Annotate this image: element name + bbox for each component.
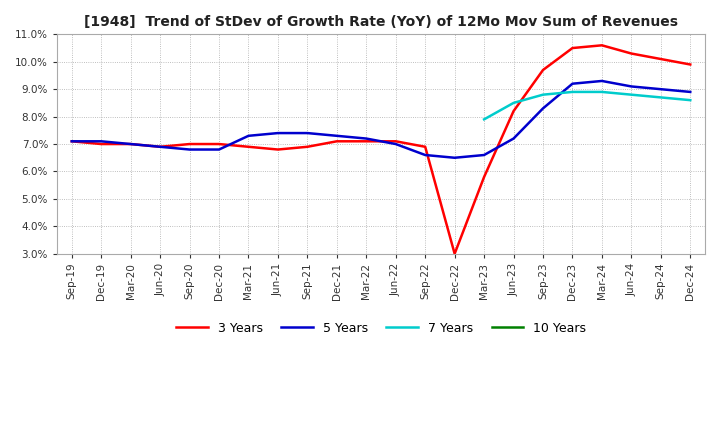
5 Years (126, 141, 135, 147)
7 Years (509, 100, 518, 106)
5 Years (215, 147, 223, 152)
Legend: 3 Years, 5 Years, 7 Years, 10 Years: 3 Years, 5 Years, 7 Years, 10 Years (171, 317, 591, 340)
5 Years (156, 144, 164, 150)
3 Years (421, 144, 430, 150)
5 Years (421, 152, 430, 158)
5 Years (539, 106, 547, 111)
3 Years (244, 144, 253, 150)
3 Years (627, 51, 636, 56)
3 Years (686, 62, 695, 67)
5 Years (244, 133, 253, 139)
Line: 7 Years: 7 Years (484, 92, 690, 119)
3 Years (274, 147, 282, 152)
3 Years (97, 141, 106, 147)
Title: [1948]  Trend of StDev of Growth Rate (YoY) of 12Mo Mov Sum of Revenues: [1948] Trend of StDev of Growth Rate (Yo… (84, 15, 678, 29)
5 Years (185, 147, 194, 152)
5 Years (303, 130, 312, 136)
5 Years (97, 139, 106, 144)
5 Years (392, 141, 400, 147)
5 Years (568, 81, 577, 86)
7 Years (627, 92, 636, 97)
5 Years (686, 89, 695, 95)
5 Years (480, 152, 488, 158)
3 Years (598, 43, 606, 48)
5 Years (450, 155, 459, 161)
3 Years (509, 109, 518, 114)
3 Years (539, 67, 547, 73)
5 Years (362, 136, 371, 141)
Line: 5 Years: 5 Years (72, 81, 690, 158)
3 Years (568, 45, 577, 51)
5 Years (333, 133, 341, 139)
3 Years (215, 141, 223, 147)
7 Years (568, 89, 577, 95)
5 Years (274, 130, 282, 136)
7 Years (480, 117, 488, 122)
5 Years (509, 136, 518, 141)
3 Years (480, 174, 488, 180)
7 Years (539, 92, 547, 97)
3 Years (156, 144, 164, 150)
5 Years (68, 139, 76, 144)
3 Years (450, 251, 459, 257)
5 Years (598, 78, 606, 84)
3 Years (333, 139, 341, 144)
7 Years (598, 89, 606, 95)
5 Years (627, 84, 636, 89)
7 Years (657, 95, 665, 100)
7 Years (686, 98, 695, 103)
Line: 3 Years: 3 Years (72, 45, 690, 254)
3 Years (185, 141, 194, 147)
3 Years (392, 139, 400, 144)
3 Years (126, 141, 135, 147)
3 Years (362, 139, 371, 144)
3 Years (303, 144, 312, 150)
5 Years (657, 87, 665, 92)
3 Years (68, 139, 76, 144)
3 Years (657, 56, 665, 62)
